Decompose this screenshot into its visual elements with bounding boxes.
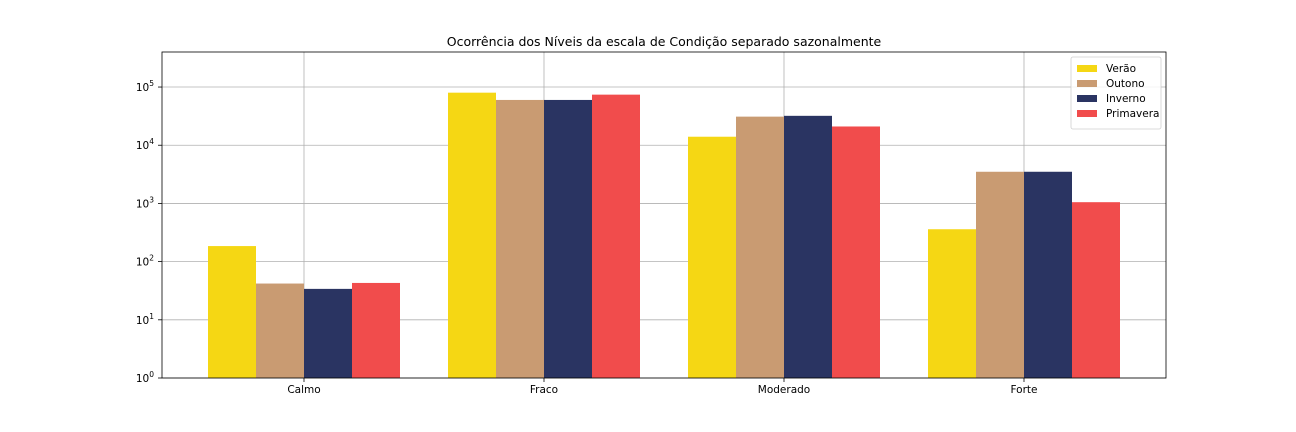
y-tick-label: 100 (136, 370, 154, 385)
x-tick-label: Fraco (530, 384, 558, 396)
bar-verão (208, 246, 256, 378)
y-tick-label: 103 (136, 195, 154, 210)
legend-label: Outono (1106, 78, 1145, 90)
legend-swatch (1077, 65, 1097, 72)
bar-verão (688, 136, 736, 378)
x-tick-label: Calmo (287, 384, 320, 396)
y-tick-label: 101 (136, 312, 154, 327)
legend: Verão Outono Inverno Primavera (1070, 56, 1162, 130)
y-tick-label: 105 (136, 79, 154, 94)
x-tick-label: Moderado (758, 384, 810, 396)
y-tick-label: 102 (136, 254, 154, 269)
bar-inverno (1024, 171, 1072, 378)
bar-inverno (544, 99, 592, 379)
bar-outono (256, 283, 304, 378)
legend-swatch (1077, 80, 1097, 87)
axes: 100 101 102 103 104 105 Calmo Fraco Moderado Fort… (136, 79, 1038, 396)
legend-label: Primavera (1106, 108, 1159, 120)
bar-primavera (352, 282, 400, 378)
bar-verão (928, 229, 976, 378)
legend-swatch (1077, 95, 1097, 102)
plot-frame (161, 51, 1167, 379)
bar-inverno (784, 115, 832, 379)
bar-outono (976, 171, 1024, 378)
bar-inverno (304, 288, 352, 378)
legend-label: Inverno (1106, 93, 1146, 105)
bar-outono (736, 116, 784, 378)
bar-outono (496, 99, 544, 379)
x-tick-label: Forte (1011, 384, 1038, 396)
bar-primavera (1072, 202, 1120, 378)
legend-label: Verão (1106, 63, 1136, 75)
bar-primavera (832, 126, 880, 378)
y-tick-label: 104 (136, 137, 154, 152)
bar-verão (448, 92, 496, 378)
bar-primavera (592, 94, 640, 378)
legend-swatch (1077, 110, 1097, 117)
bars (208, 92, 1120, 379)
chart-title: Ocorrência dos Níveis da escala de Condi… (447, 34, 882, 49)
